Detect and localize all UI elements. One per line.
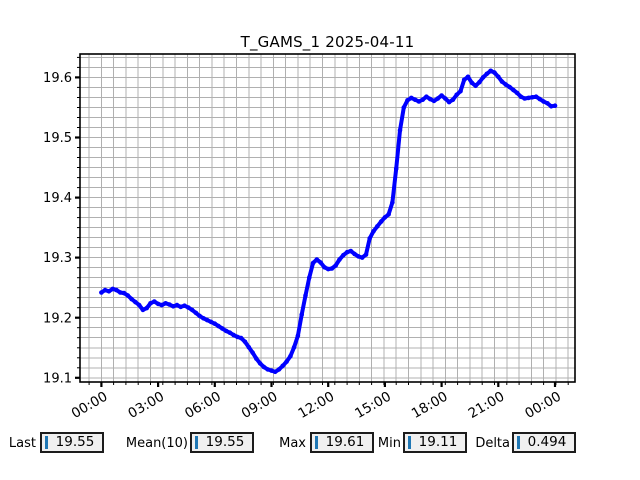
svg-text:00:00: 00:00 — [69, 389, 111, 422]
svg-text:15:00: 15:00 — [352, 389, 394, 422]
grid — [80, 54, 575, 382]
stat-min-value: 19.11 — [418, 434, 458, 450]
stat-mean-value: 19.55 — [205, 434, 245, 450]
stat-delta-label: Delta — [475, 436, 510, 451]
svg-text:19.1: 19.1 — [43, 371, 72, 386]
stat-max-box[interactable]: 19.61 — [310, 432, 374, 453]
svg-text:03:00: 03:00 — [125, 389, 167, 422]
stat-last-box[interactable]: 19.55 — [40, 432, 104, 453]
chart-title: T_GAMS_1 2025-04-11 — [240, 33, 415, 51]
svg-text:19.5: 19.5 — [43, 131, 72, 146]
svg-text:19.2: 19.2 — [43, 311, 72, 326]
value-cursor-bar — [408, 436, 411, 449]
svg-text:06:00: 06:00 — [182, 389, 224, 422]
temperature-series — [99, 68, 558, 375]
stat-delta-box[interactable]: 0.494 — [512, 432, 576, 453]
svg-text:00:00: 00:00 — [522, 389, 564, 422]
svg-text:09:00: 09:00 — [239, 389, 281, 422]
stat-mean-label: Mean(10) — [125, 436, 188, 451]
value-cursor-bar — [195, 436, 198, 449]
svg-text:21:00: 21:00 — [466, 389, 508, 422]
stat-min-box[interactable]: 19.11 — [403, 432, 467, 453]
svg-text:19.6: 19.6 — [43, 71, 72, 86]
stat-delta-value: 0.494 — [527, 434, 567, 450]
svg-text:12:00: 12:00 — [296, 389, 338, 422]
value-cursor-bar — [315, 436, 318, 449]
stat-last-label: Last — [8, 436, 36, 451]
plot-frame — [79, 53, 576, 383]
x-axis-ticks — [75, 76, 557, 387]
stat-min-label: Min — [377, 436, 401, 451]
plot-canvas[interactable]: 00:00 03:00 06:00 09:00 12:00 15:00 18:00 21:00… — [0, 0, 640, 428]
x-tick-labels: 00:00 03:00 06:00 09:00 12:00 15:00 18:00 21:00… — [69, 389, 564, 422]
svg-text:19.3: 19.3 — [43, 251, 72, 266]
value-cursor-bar — [517, 436, 520, 449]
svg-text:19.4: 19.4 — [43, 191, 72, 206]
stat-mean-box[interactable]: 19.55 — [190, 432, 254, 453]
svg-text:18:00: 18:00 — [409, 389, 451, 422]
y-tick-labels: 19.1 19.2 19.3 19.4 19.5 19.6 — [43, 71, 72, 386]
value-cursor-bar — [45, 436, 48, 449]
stat-max-value: 19.61 — [325, 434, 365, 450]
stat-max-label: Max — [279, 436, 306, 451]
stat-last-value: 19.55 — [55, 434, 95, 450]
